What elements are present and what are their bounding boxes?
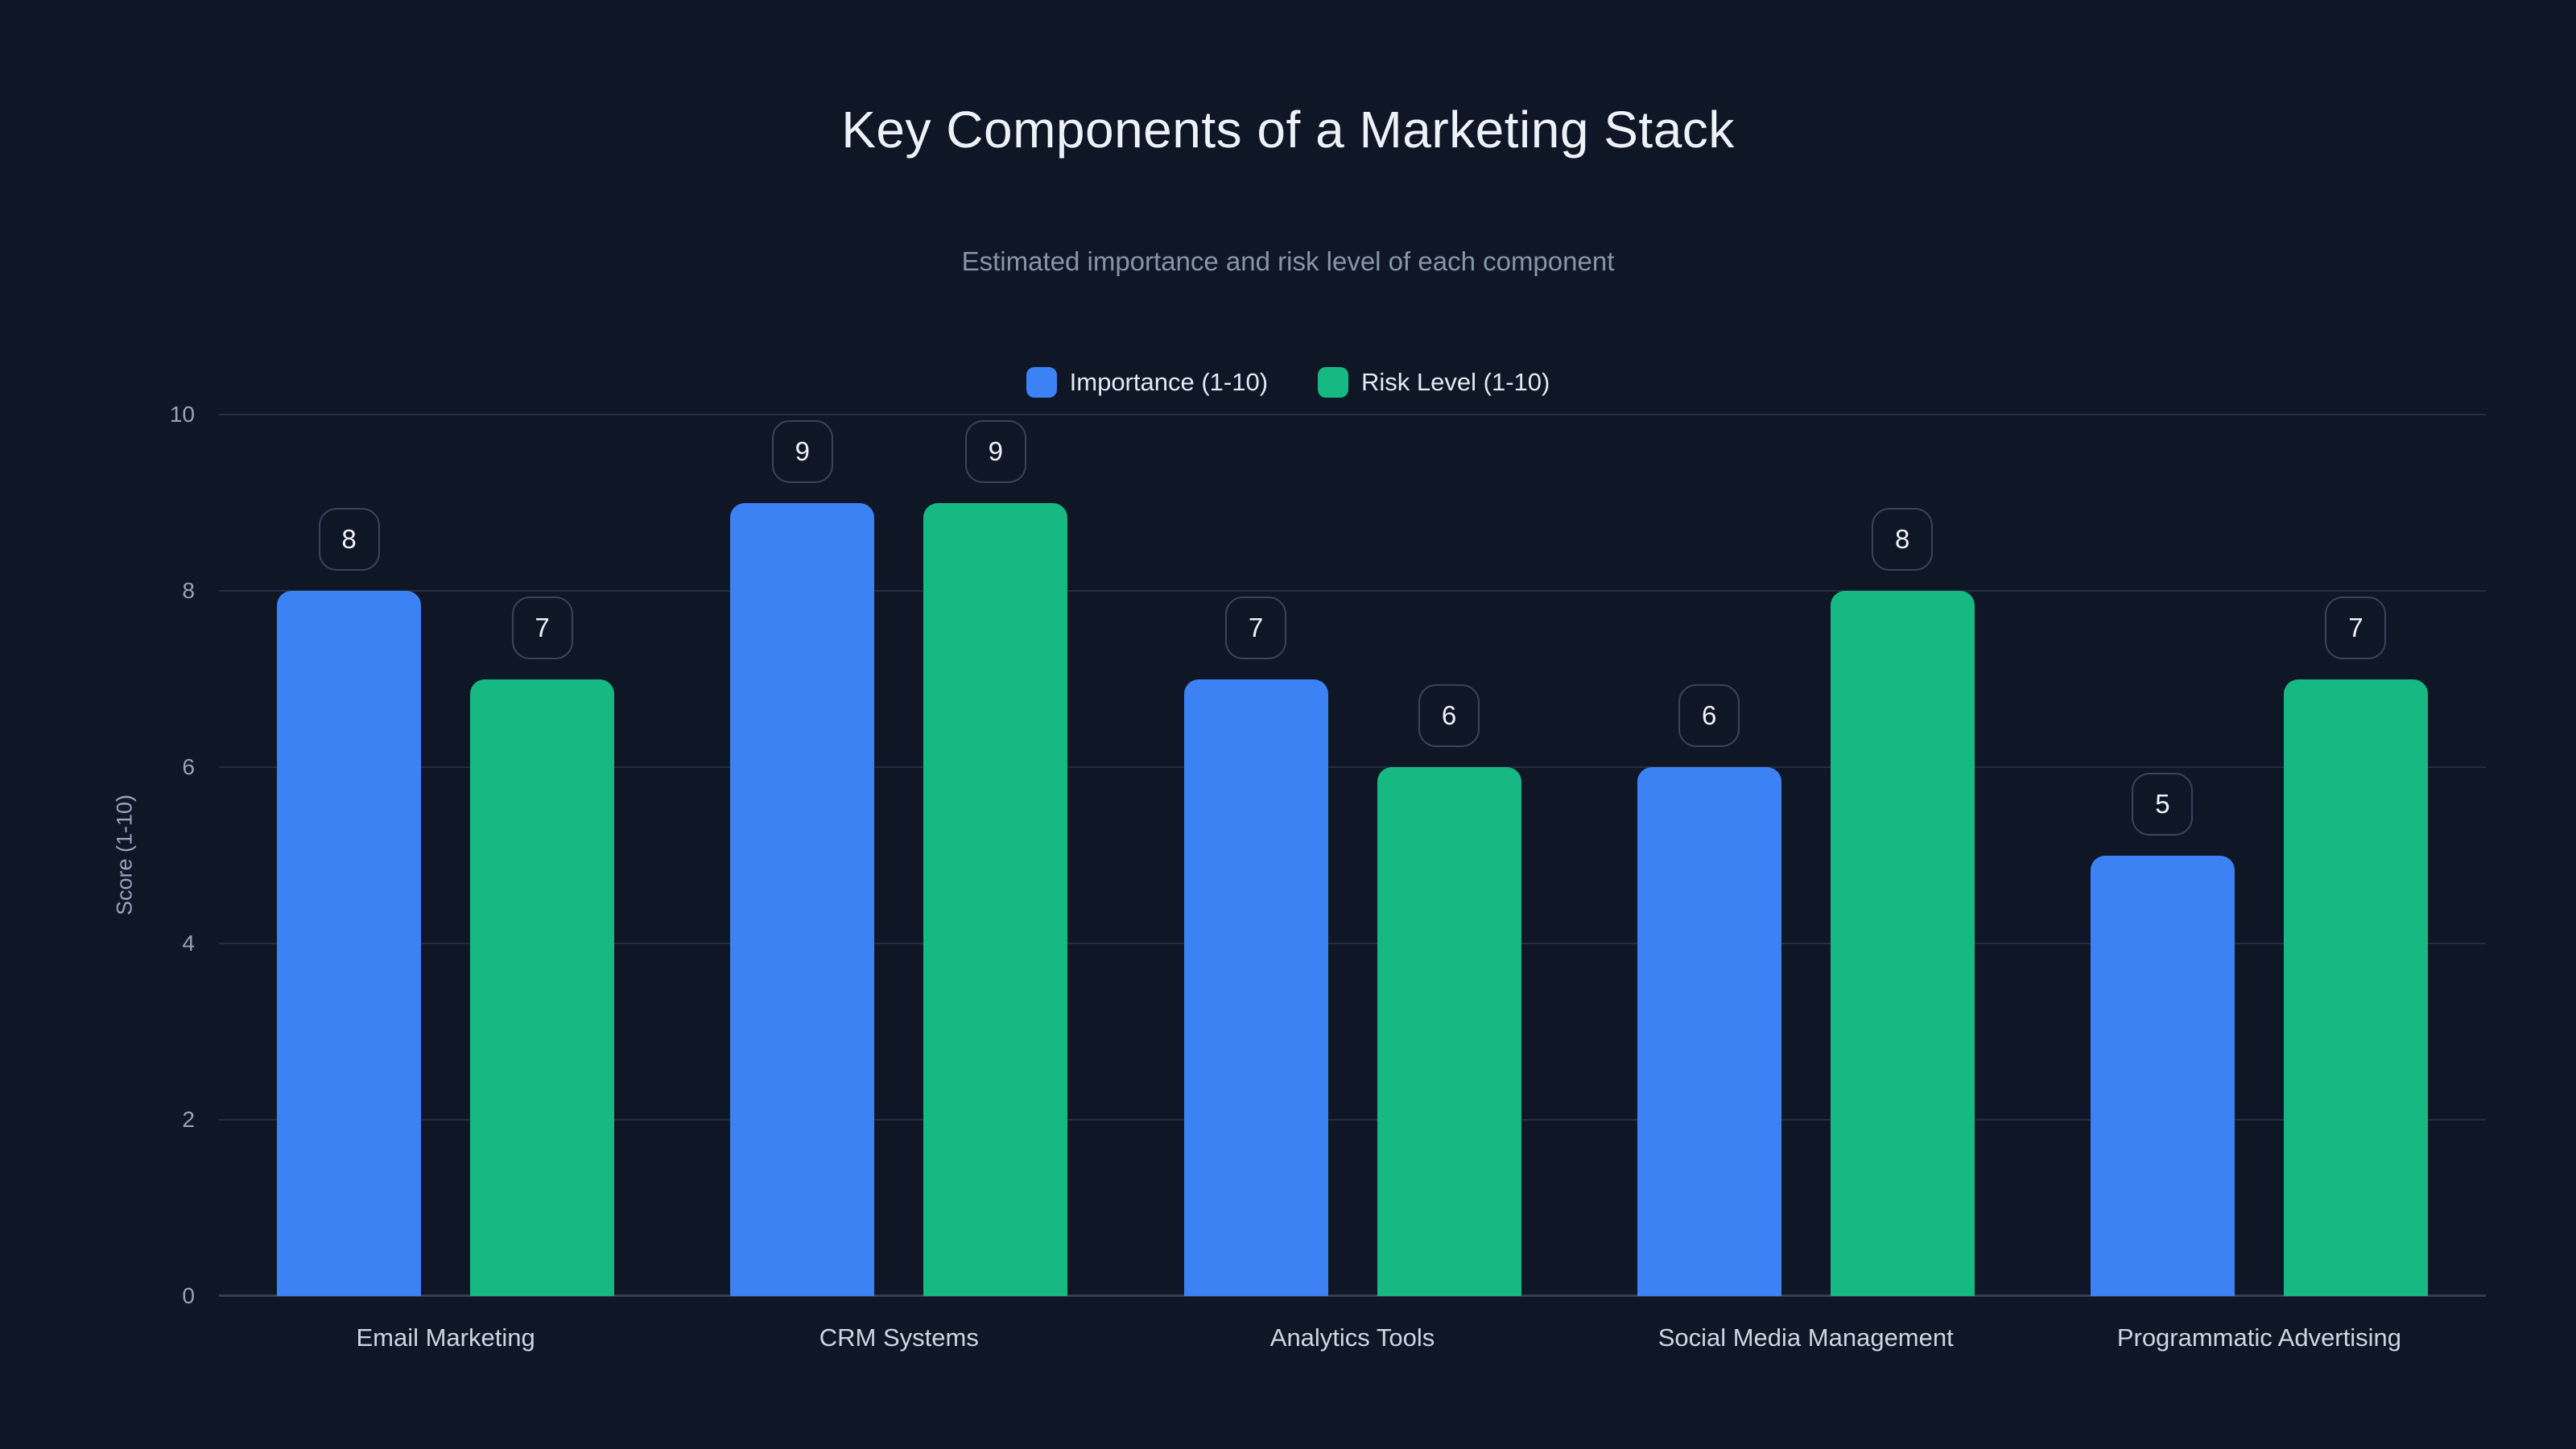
gridline	[219, 943, 2486, 944]
bar-importance[interactable]	[2090, 855, 2235, 1296]
bar-column: 6	[1637, 415, 1781, 1296]
value-badge: 9	[771, 419, 833, 483]
value-badge: 9	[964, 419, 1026, 483]
bar-column: 7	[2283, 415, 2428, 1296]
bar-risk-level[interactable]	[923, 502, 1068, 1296]
y-tick-label: 4	[182, 931, 195, 956]
bar-importance[interactable]	[1637, 767, 1781, 1296]
gridline	[219, 414, 2486, 415]
value-badge: 5	[2132, 772, 2194, 836]
bar-column: 7	[470, 415, 615, 1296]
bar-column: 8	[1830, 415, 1975, 1296]
legend-item-risk-level[interactable]: Risk Level (1-10)	[1318, 367, 1550, 398]
value-badge: 6	[1418, 684, 1480, 747]
value-badge: 8	[318, 508, 380, 571]
x-axis-labels: Email Marketing CRM Systems Analytics Tool…	[219, 1323, 2486, 1352]
bar-importance[interactable]	[277, 591, 422, 1296]
y-tick-label: 0	[182, 1283, 195, 1308]
bar-column: 9	[730, 415, 875, 1296]
bar-column: 5	[2090, 415, 2235, 1296]
y-axis-title: Score (1-10)	[112, 794, 137, 916]
legend: Importance (1-10) Risk Level (1-10)	[0, 367, 2576, 398]
value-badge: 8	[1872, 508, 1934, 571]
y-tick-label: 6	[182, 754, 195, 779]
bar-risk-level[interactable]	[470, 679, 615, 1296]
legend-item-importance[interactable]: Importance (1-10)	[1026, 367, 1268, 398]
chart-title: Key Components of a Marketing Stack	[841, 101, 1735, 159]
chart-subtitle: Estimated importance and risk level of e…	[961, 246, 1615, 276]
x-axis-category-label: CRM Systems	[819, 1323, 979, 1352]
bar-risk-level[interactable]	[1377, 767, 1521, 1296]
y-tick-label: 2	[182, 1107, 195, 1132]
value-badge: 7	[2325, 596, 2387, 659]
gridline	[219, 766, 2486, 768]
value-badge: 7	[1225, 596, 1286, 659]
y-tick-label: 8	[182, 578, 195, 603]
legend-swatch-icon	[1318, 367, 1349, 398]
y-tick-label: 10	[169, 402, 195, 427]
gridline	[219, 1119, 2486, 1121]
x-axis-category-label: Programmatic Advertising	[2116, 1323, 2401, 1352]
value-badge: 7	[511, 596, 573, 659]
x-axis-category-label: Social Media Management	[1657, 1323, 1954, 1352]
gridline	[219, 590, 2486, 592]
legend-label: Risk Level (1-10)	[1361, 368, 1550, 396]
bar-column: 9	[923, 415, 1068, 1296]
bar-importance[interactable]	[730, 502, 875, 1296]
x-axis-line	[219, 1294, 2486, 1297]
value-badge: 6	[1678, 684, 1740, 747]
bar-column: 7	[1183, 415, 1328, 1296]
legend-swatch-icon	[1026, 367, 1057, 398]
bar-risk-level[interactable]	[2283, 679, 2428, 1296]
bar-column: 6	[1377, 415, 1521, 1296]
x-axis-category-label: Analytics Tools	[1269, 1323, 1435, 1352]
legend-label: Importance (1-10)	[1069, 368, 1269, 396]
bar-risk-level[interactable]	[1830, 591, 1975, 1296]
bar-importance[interactable]	[1183, 679, 1328, 1296]
x-axis-category-label: Email Marketing	[356, 1323, 535, 1352]
bar-column: 8	[277, 415, 422, 1296]
